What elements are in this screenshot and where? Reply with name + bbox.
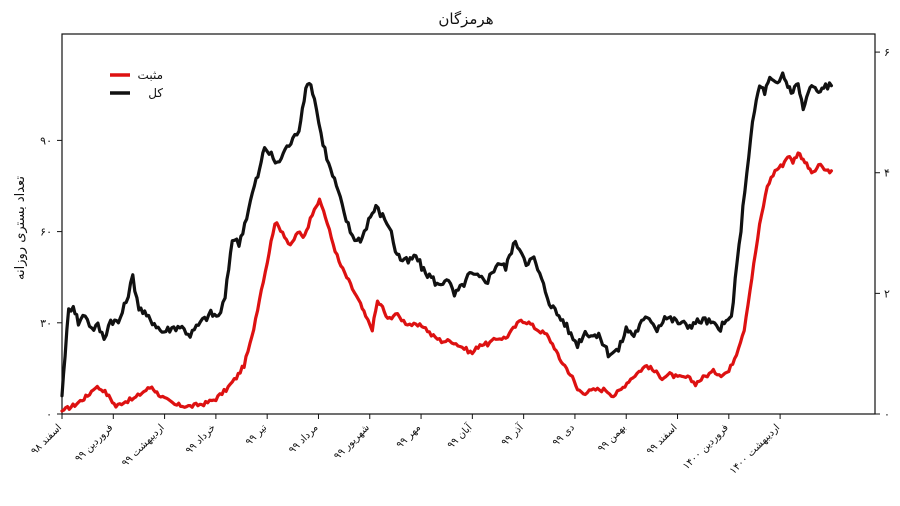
y-right-tick-label: ۰	[884, 408, 890, 421]
right-axis: ۰ ۲ ۴ ۶	[875, 46, 890, 421]
y-axis-label: تعداد بستری روزانه	[13, 176, 28, 280]
y-tick-label: ۶۰	[40, 226, 52, 239]
legend: مثبت کل	[110, 68, 163, 100]
series-layer	[60, 71, 833, 413]
y-right-tick-label: ۲	[884, 287, 890, 300]
left-axis: ۰ ۳۰ ۶۰ ۹۰	[40, 134, 62, 421]
chart-title: هرمزگان	[438, 10, 493, 28]
plot-frame	[61, 33, 876, 415]
series-line-total	[60, 71, 833, 398]
y-tick-label: ۳۰	[40, 317, 52, 330]
legend-label: کل	[148, 86, 163, 100]
legend-label: مثبت	[138, 68, 163, 82]
series-line-positive	[60, 151, 833, 413]
y-tick-label: ۹۰	[40, 134, 52, 147]
y-right-tick-label: ۶	[884, 46, 890, 59]
y-tick-label: ۰	[46, 408, 52, 421]
y-right-tick-label: ۴	[884, 167, 890, 180]
